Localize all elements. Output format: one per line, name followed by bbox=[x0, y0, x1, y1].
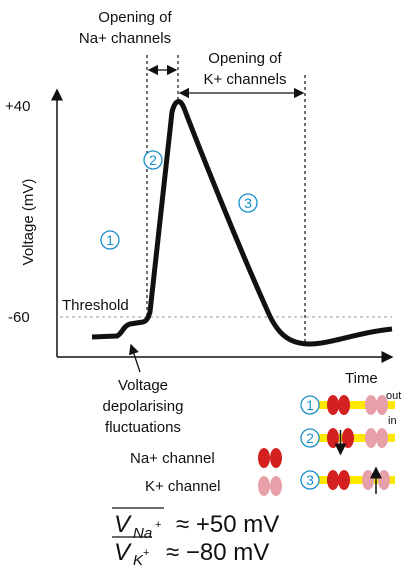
symbol: V bbox=[114, 539, 132, 566]
phase-marker bbox=[238, 193, 258, 213]
legend-swatch bbox=[270, 476, 282, 496]
phase-label: 1 bbox=[106, 232, 114, 248]
phase-label: 2 bbox=[306, 430, 314, 446]
legend-swatch bbox=[258, 448, 270, 468]
annotation: depolarising bbox=[103, 398, 184, 415]
legend-label: in bbox=[388, 415, 397, 427]
pointer-arrow bbox=[128, 343, 141, 373]
threshold-label: Threshold bbox=[62, 297, 129, 314]
phase-label: 1 bbox=[306, 397, 314, 413]
equation: V K + ≈ −80 mV bbox=[112, 536, 269, 566]
annotation: K+ channels bbox=[204, 71, 287, 88]
relation: ≈ −80 mV bbox=[166, 539, 269, 566]
annotation: Na+ channels bbox=[79, 30, 171, 47]
y-axis-label: Voltage (mV) bbox=[20, 179, 37, 266]
subscript: Na bbox=[133, 525, 152, 542]
annotation: fluctuations bbox=[105, 419, 181, 436]
annotation: Opening of bbox=[208, 50, 282, 67]
legend-row bbox=[300, 466, 395, 494]
legend-label: out bbox=[386, 390, 401, 402]
legend-label: Na+ channel bbox=[130, 450, 215, 467]
legend-swatch bbox=[258, 476, 270, 496]
phase-label: 3 bbox=[244, 195, 252, 211]
phase-label: 2 bbox=[149, 152, 157, 168]
action-potential-curve bbox=[91, 99, 393, 347]
y-tick-label: +40 bbox=[5, 98, 30, 115]
equation: V Na + ≈ +50 mV bbox=[112, 507, 279, 542]
phase-label: 3 bbox=[306, 472, 314, 488]
superscript: + bbox=[143, 547, 149, 559]
annotation: Voltage bbox=[118, 377, 168, 394]
y-tick-label: -60 bbox=[8, 309, 30, 326]
phase-marker bbox=[100, 230, 120, 250]
relation: ≈ +50 mV bbox=[176, 511, 279, 538]
legend-row bbox=[300, 428, 395, 456]
x-axis-label: Time bbox=[345, 370, 378, 387]
symbol: V bbox=[114, 511, 132, 538]
legend-label: K+ channel bbox=[145, 478, 220, 495]
superscript: + bbox=[155, 519, 161, 531]
legend-row bbox=[300, 395, 395, 415]
legend-swatch bbox=[270, 448, 282, 468]
annotation: Opening of bbox=[98, 9, 172, 26]
phase-marker bbox=[143, 150, 163, 170]
subscript: K bbox=[133, 552, 144, 566]
